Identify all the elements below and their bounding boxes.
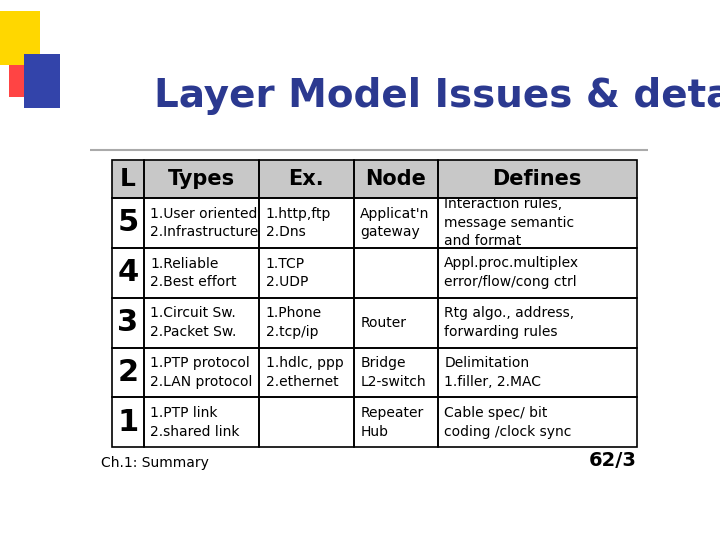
Bar xyxy=(112,198,144,248)
Text: 1: 1 xyxy=(117,408,139,437)
Bar xyxy=(144,248,259,298)
Text: Types: Types xyxy=(168,169,235,189)
Text: 4: 4 xyxy=(117,258,139,287)
Bar xyxy=(259,248,354,298)
Bar xyxy=(112,160,144,198)
Bar xyxy=(438,298,636,348)
Bar xyxy=(112,397,144,447)
Text: L: L xyxy=(120,167,136,191)
Text: Cable spec/ bit
coding /clock sync: Cable spec/ bit coding /clock sync xyxy=(444,406,572,438)
Bar xyxy=(438,397,636,447)
Bar xyxy=(112,348,144,397)
Bar xyxy=(112,298,144,348)
Bar xyxy=(438,160,636,198)
Text: 1.Reliable
2.Best effort: 1.Reliable 2.Best effort xyxy=(150,256,237,289)
Bar xyxy=(354,160,438,198)
Bar xyxy=(144,298,259,348)
Text: Defines: Defines xyxy=(492,169,582,189)
Text: 1.http,ftp
2.Dns: 1.http,ftp 2.Dns xyxy=(266,207,331,239)
Text: 3: 3 xyxy=(117,308,139,337)
Text: Ex.: Ex. xyxy=(289,169,324,189)
Bar xyxy=(144,160,259,198)
Bar xyxy=(259,160,354,198)
Bar xyxy=(354,160,438,198)
Text: Delimitation
1.filler, 2.MAC: Delimitation 1.filler, 2.MAC xyxy=(444,356,541,389)
Text: 1.TCP
2.UDP: 1.TCP 2.UDP xyxy=(266,256,308,289)
Text: Ch.1: Summary: Ch.1: Summary xyxy=(101,456,209,470)
Bar xyxy=(144,198,259,248)
Bar xyxy=(354,198,438,248)
Text: 2: 2 xyxy=(117,358,139,387)
Bar xyxy=(438,348,636,397)
Text: 1.PTP link
2.shared link: 1.PTP link 2.shared link xyxy=(150,406,240,438)
Bar xyxy=(259,160,354,198)
Text: 1.User oriented
2.Infrastructure: 1.User oriented 2.Infrastructure xyxy=(150,207,258,239)
Bar xyxy=(112,160,144,198)
Bar xyxy=(259,298,354,348)
Text: Router: Router xyxy=(360,315,406,329)
Text: 1.Phone
2.tcp/ip: 1.Phone 2.tcp/ip xyxy=(266,306,322,339)
Bar xyxy=(112,248,144,298)
Bar xyxy=(259,198,354,248)
Bar xyxy=(354,348,438,397)
Text: Layer Model Issues & details: Layer Model Issues & details xyxy=(154,77,720,115)
Bar xyxy=(438,248,636,298)
Bar xyxy=(354,397,438,447)
Text: 1.hdlc, ppp
2.ethernet: 1.hdlc, ppp 2.ethernet xyxy=(266,356,343,389)
Text: Bridge
L2-switch: Bridge L2-switch xyxy=(360,356,426,389)
Text: Interaction rules,
message semantic
and format: Interaction rules, message semantic and … xyxy=(444,198,575,248)
Text: Appl.proc.multiplex
error/flow/cong ctrl: Appl.proc.multiplex error/flow/cong ctrl xyxy=(444,256,580,289)
Bar xyxy=(259,397,354,447)
Text: 1.Circuit Sw.
2.Packet Sw.: 1.Circuit Sw. 2.Packet Sw. xyxy=(150,306,237,339)
Bar xyxy=(438,160,636,198)
Text: Applicat'n
gateway: Applicat'n gateway xyxy=(360,207,430,239)
Bar xyxy=(144,397,259,447)
Bar xyxy=(259,348,354,397)
Text: Node: Node xyxy=(365,169,426,189)
Bar xyxy=(144,160,259,198)
Text: Rtg algo., address,
forwarding rules: Rtg algo., address, forwarding rules xyxy=(444,306,575,339)
Text: 5: 5 xyxy=(117,208,139,237)
Text: Repeater
Hub: Repeater Hub xyxy=(360,406,423,438)
Bar xyxy=(354,298,438,348)
Text: 62/3: 62/3 xyxy=(589,451,637,470)
Bar xyxy=(144,348,259,397)
Bar xyxy=(354,248,438,298)
Bar xyxy=(438,198,636,248)
Text: 1.PTP protocol
2.LAN protocol: 1.PTP protocol 2.LAN protocol xyxy=(150,356,253,389)
